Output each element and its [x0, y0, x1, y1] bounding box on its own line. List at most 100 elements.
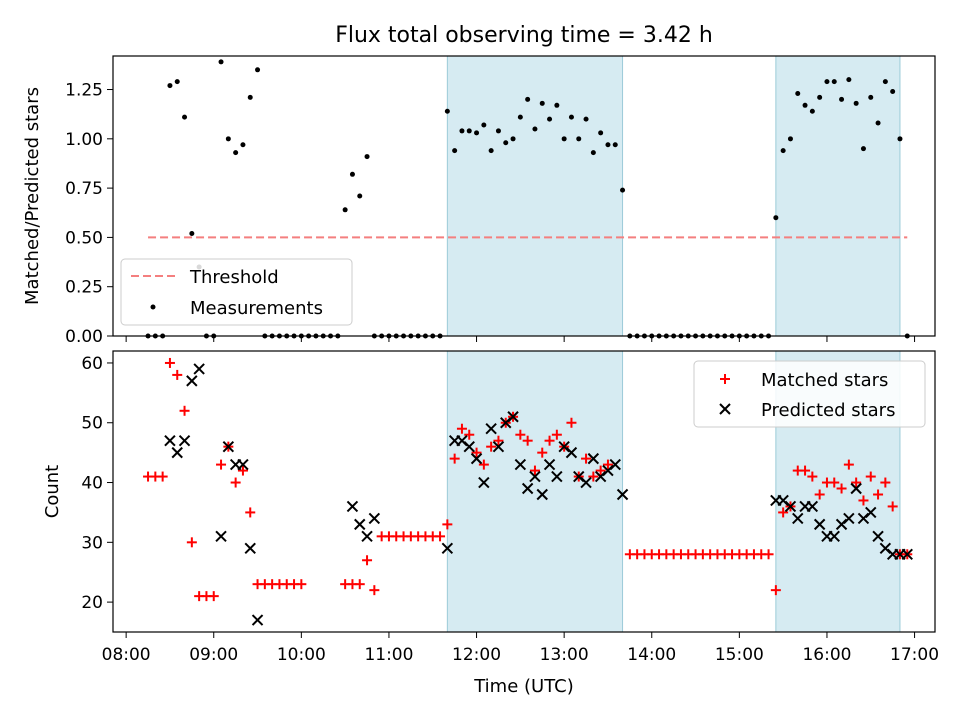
predicted-star-point [901, 548, 913, 560]
chart-title: Flux total observing time = 3.42 h [335, 23, 713, 48]
count-axes-frame [112, 350, 936, 633]
predicted-star-point [368, 512, 381, 525]
predicted-star-point [441, 542, 454, 555]
y-tick-label: 1.00 [65, 130, 103, 150]
matched-star-point [449, 453, 460, 464]
predicted-star-point [171, 446, 183, 459]
observing-window-1 [446, 350, 624, 633]
count-legend: Matched stars Predicted stars [693, 360, 926, 428]
matched-star-point [880, 477, 891, 488]
predicted-star-point [813, 518, 826, 531]
predicted-star-point [521, 482, 534, 495]
matched-star-point [493, 435, 504, 446]
observing-window-2 [775, 55, 901, 337]
matched-star-point [865, 471, 876, 482]
matched-star-point [179, 405, 190, 416]
matched-star-point [362, 555, 373, 566]
ratio-legend: Threshold Measurements [120, 258, 353, 326]
matched-star-point [245, 507, 256, 518]
predicted-star-point [551, 470, 563, 483]
x-tick-label: 15:00 [715, 645, 764, 665]
matched-star-point [186, 537, 197, 548]
predicted-star-point [485, 423, 497, 435]
measurement-point [839, 96, 845, 102]
measurement-point [255, 67, 261, 73]
measurement-point [780, 148, 786, 154]
predicted-star-point [609, 458, 621, 471]
measurement-point [218, 59, 224, 65]
y-tick-label: 0.50 [65, 228, 103, 248]
legend-matched-swatch [720, 374, 730, 384]
matched-star-point [800, 465, 811, 476]
measurement-point [605, 142, 611, 148]
matched-star-point [770, 585, 781, 596]
matched-star-point [478, 459, 489, 470]
predicted-star-point [536, 488, 548, 501]
measurement-point [364, 154, 370, 160]
matched-star-point [216, 459, 227, 470]
y-tick-label: 60 [81, 354, 103, 374]
predicted-star-point [784, 500, 797, 513]
measurement-point [532, 126, 538, 132]
matched-star-point [763, 549, 774, 560]
matched-star-point [836, 483, 847, 494]
count-legend-frame [693, 360, 926, 428]
count-panel: 20 30 40 50 60 08:00 09:00 10:00 11:00 12:00 13:00… [42, 350, 939, 697]
matched-star-point [887, 501, 898, 512]
matched-star-point [164, 357, 175, 368]
measurement-point [897, 136, 903, 142]
matched-star-point [602, 459, 613, 470]
legend-matched-label: Matched stars [761, 370, 888, 391]
measurement-point [831, 79, 837, 85]
measurement-point [174, 79, 180, 85]
predicted-star-point [361, 530, 373, 543]
measurement-point [474, 130, 480, 136]
measurement-point [853, 100, 859, 106]
legend-predicted-swatch [719, 403, 731, 415]
measurement-point [590, 150, 596, 156]
measurement-point [233, 150, 239, 156]
measurement-point [787, 136, 793, 142]
x-tick-label: 10:00 [277, 645, 326, 665]
ratio-panel: 0.00 0.25 0.50 0.75 1.00 1.25 Matched/Predicte… [22, 55, 936, 347]
measurement-point [525, 96, 531, 102]
legend-measurements-swatch [150, 304, 156, 310]
y-tick-label: 0.25 [65, 278, 103, 298]
predicted-star-point [193, 363, 205, 375]
predicted-star-point [251, 614, 264, 626]
predicted-star-point [178, 434, 191, 447]
predicted-star-point [865, 506, 877, 519]
measurement-point [503, 140, 509, 146]
measurement-point [349, 171, 355, 177]
x-tick-label: 14:00 [627, 645, 676, 665]
y-tick-label: 1.25 [65, 81, 103, 101]
matched-star-point [486, 441, 497, 452]
predicted-star-point [580, 476, 592, 489]
measurement-point [247, 94, 253, 100]
matched-star-point [544, 435, 555, 446]
measurement-point [809, 108, 815, 114]
measurement-point [620, 187, 626, 193]
predicted-star-point [346, 500, 359, 513]
measurement-point [561, 136, 567, 142]
matched-star-point [172, 369, 183, 380]
y-tick-label: 40 [81, 474, 103, 494]
matched-star-point [456, 423, 467, 434]
measurement-point [182, 114, 188, 120]
matched-star-point [851, 477, 862, 488]
predicted-star-point [514, 458, 527, 471]
count-y-axis-label: Count [42, 465, 63, 518]
measurement-point [452, 148, 458, 154]
x-tick-label: 17:00 [890, 645, 939, 665]
measurement-point [481, 122, 487, 128]
matched-star-point [230, 477, 241, 488]
measurement-point [240, 142, 246, 148]
predicted-star-point [843, 512, 855, 525]
x-tick-label: 16:00 [802, 645, 851, 665]
legend-threshold-label: Threshold [189, 267, 279, 288]
matched-star-point [522, 435, 533, 446]
measurement-point [817, 94, 823, 100]
legend-measurements-label: Measurements [190, 298, 323, 319]
matched-star-point [537, 447, 548, 458]
matched-star-point [471, 447, 482, 458]
